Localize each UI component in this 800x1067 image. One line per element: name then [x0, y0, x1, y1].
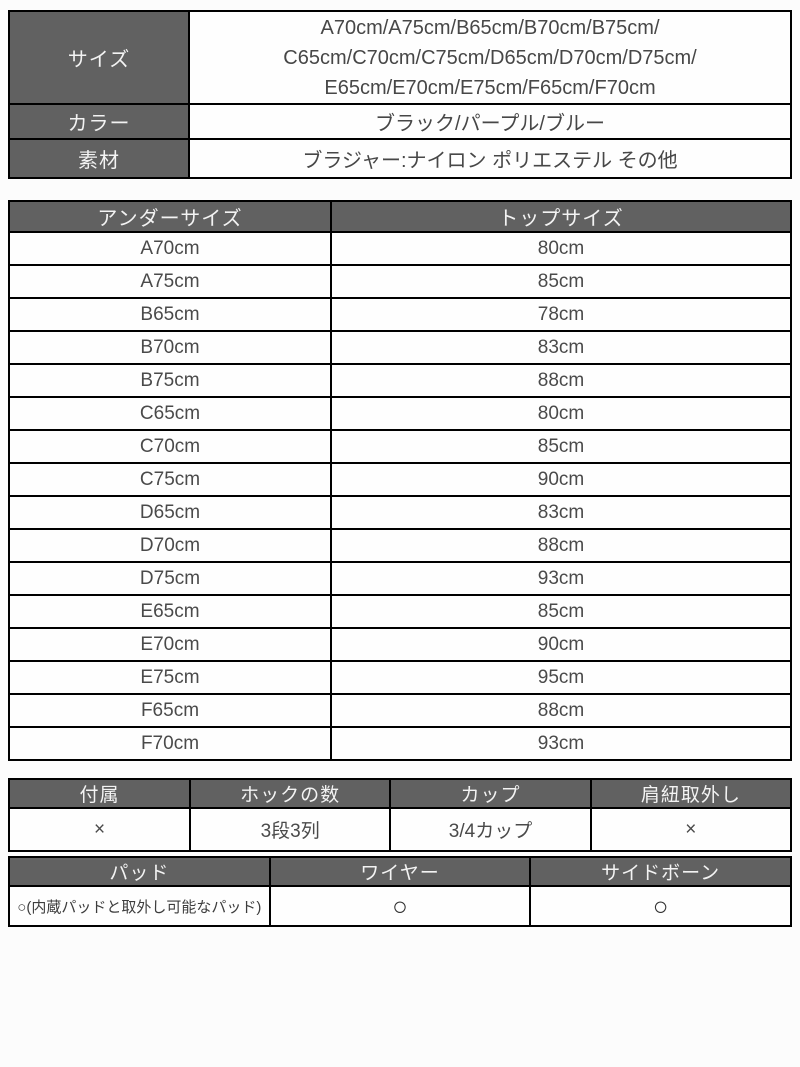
under-size-cell: F65cm	[8, 693, 332, 728]
top-size-header: トップサイズ	[330, 200, 792, 233]
size-row: F70cm 93cm	[8, 726, 792, 761]
spec-row-color: カラー ブラック/パープル/ブルー	[8, 103, 792, 140]
side-bone-value-circle: ○	[529, 885, 792, 927]
size-chart-table: アンダーサイズ トップサイズ A70cm 80cm A75cm 85cm B65…	[8, 200, 792, 761]
under-size-cell: C65cm	[8, 396, 332, 431]
cup-value: 3/4カップ	[389, 807, 592, 852]
feature-table-1-value-row: × 3段3列 3/4カップ ×	[8, 807, 793, 852]
under-size-header: アンダーサイズ	[8, 200, 332, 233]
accessory-header: 付属	[8, 778, 191, 809]
under-size-cell: B70cm	[8, 330, 332, 365]
size-row: C75cm 90cm	[8, 462, 792, 497]
top-size-cell: 88cm	[330, 693, 792, 728]
size-row: D65cm 83cm	[8, 495, 792, 530]
top-size-cell: 88cm	[330, 363, 792, 398]
under-size-cell: A75cm	[8, 264, 332, 299]
feature-table-1: 付属 ホックの数 カップ 肩紐取外し × 3段3列 3/4カップ ×	[8, 778, 793, 852]
under-size-cell: D75cm	[8, 561, 332, 596]
spec-size-value-line1: A70cm/A75cm/B65cm/B70cm/B75cm/	[320, 16, 660, 39]
size-row: A75cm 85cm	[8, 264, 792, 299]
top-size-cell: 83cm	[330, 495, 792, 530]
pad-header: パッド	[8, 856, 271, 887]
top-size-cell: 88cm	[330, 528, 792, 563]
top-size-cell: 85cm	[330, 429, 792, 464]
spec-row-material: 素材 ブラジャー:ナイロン ポリエステル その他	[8, 138, 792, 179]
under-size-cell: A70cm	[8, 231, 332, 266]
wire-value-circle: ○	[268, 885, 532, 927]
top-size-cell: 90cm	[330, 462, 792, 497]
top-size-cell: 80cm	[330, 396, 792, 431]
content-area: サイズ A70cm/A75cm/B65cm/B70cm/B75cm/ C65cm…	[8, 10, 793, 927]
top-size-cell: 78cm	[330, 297, 792, 332]
spec-color-label: カラー	[8, 103, 190, 140]
spec-color-value: ブラック/パープル/ブルー	[188, 103, 792, 140]
under-size-cell: D65cm	[8, 495, 332, 530]
size-row: A70cm 80cm	[8, 231, 792, 266]
feature-table-2: パッド ワイヤー サイドボーン ○(内蔵パッドと取外し可能なパッド) ○ ○	[8, 856, 792, 927]
cup-header: カップ	[389, 778, 592, 809]
size-chart-header-row: アンダーサイズ トップサイズ	[8, 200, 792, 233]
top-size-cell: 95cm	[330, 660, 792, 695]
pad-value: ○(内蔵パッドと取外し可能なパッド)	[8, 885, 271, 927]
hook-count-value: 3段3列	[188, 807, 392, 852]
feature-table-1-header-row: 付属 ホックの数 カップ 肩紐取外し	[8, 778, 793, 809]
strap-removal-value: ×	[589, 807, 793, 852]
spec-size-label: サイズ	[8, 10, 190, 105]
spec-material-value: ブラジャー:ナイロン ポリエステル その他	[188, 138, 792, 179]
size-row: B70cm 83cm	[8, 330, 792, 365]
spec-size-value: A70cm/A75cm/B65cm/B70cm/B75cm/ C65cm/C70…	[188, 10, 792, 105]
under-size-cell: F70cm	[8, 726, 332, 761]
top-size-cell: 93cm	[330, 726, 792, 761]
top-size-cell: 80cm	[330, 231, 792, 266]
size-row: E65cm 85cm	[8, 594, 792, 629]
under-size-cell: E70cm	[8, 627, 332, 662]
under-size-cell: C70cm	[8, 429, 332, 464]
hook-count-header: ホックの数	[188, 778, 392, 809]
spec-row-size: サイズ A70cm/A75cm/B65cm/B70cm/B75cm/ C65cm…	[8, 10, 792, 105]
feature-table-2-header-row: パッド ワイヤー サイドボーン	[8, 856, 792, 887]
top-size-cell: 83cm	[330, 330, 792, 365]
under-size-cell: D70cm	[8, 528, 332, 563]
feature-table-2-value-row: ○(内蔵パッドと取外し可能なパッド) ○ ○	[8, 885, 792, 927]
size-row: F65cm 88cm	[8, 693, 792, 728]
top-size-cell: 90cm	[330, 627, 792, 662]
size-row: B75cm 88cm	[8, 363, 792, 398]
size-row: D75cm 93cm	[8, 561, 792, 596]
top-size-cell: 85cm	[330, 594, 792, 629]
wire-header: ワイヤー	[268, 856, 532, 887]
spec-material-label: 素材	[8, 138, 190, 179]
side-bone-header: サイドボーン	[529, 856, 792, 887]
spec-size-value-line3: E65cm/E70cm/E75cm/F65cm/F70cm	[324, 76, 656, 99]
top-size-cell: 85cm	[330, 264, 792, 299]
spec-size-value-line2: C65cm/C70cm/C75cm/D65cm/D70cm/D75cm/	[283, 46, 697, 69]
under-size-cell: E65cm	[8, 594, 332, 629]
top-size-cell: 93cm	[330, 561, 792, 596]
spec-table: サイズ A70cm/A75cm/B65cm/B70cm/B75cm/ C65cm…	[8, 10, 792, 179]
size-row: E70cm 90cm	[8, 627, 792, 662]
size-row: E75cm 95cm	[8, 660, 792, 695]
strap-removal-header: 肩紐取外し	[589, 778, 793, 809]
size-row: D70cm 88cm	[8, 528, 792, 563]
size-row: B65cm 78cm	[8, 297, 792, 332]
size-row: C70cm 85cm	[8, 429, 792, 464]
size-row: C65cm 80cm	[8, 396, 792, 431]
under-size-cell: E75cm	[8, 660, 332, 695]
under-size-cell: C75cm	[8, 462, 332, 497]
under-size-cell: B75cm	[8, 363, 332, 398]
accessory-value: ×	[8, 807, 191, 852]
under-size-cell: B65cm	[8, 297, 332, 332]
